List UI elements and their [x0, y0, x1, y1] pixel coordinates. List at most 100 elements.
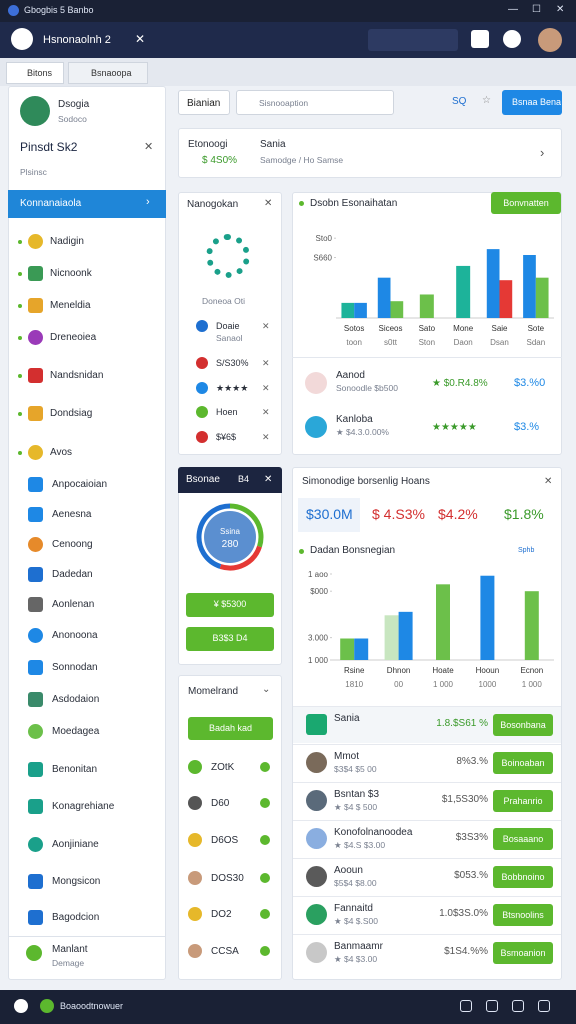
nav-item[interactable]: Dondsiag: [8, 402, 166, 426]
row-label: CCSA: [211, 946, 239, 957]
nav-item[interactable]: Cenoong: [8, 533, 166, 557]
icon: [11, 28, 33, 50]
y-tick-label: 1 aoo: [308, 570, 329, 579]
green-button[interactable]: Bobbnoino: [493, 866, 553, 888]
divider: [292, 357, 562, 358]
green-button[interactable]: ¥ $5300: [186, 593, 274, 617]
close-button[interactable]: ✕: [262, 407, 270, 417]
kpi-value: $1.8%: [504, 506, 544, 522]
nav-item[interactable]: Sonnodan: [8, 656, 166, 680]
window-control[interactable]: ✕: [556, 4, 565, 15]
dot: [299, 549, 304, 554]
green-button[interactable]: Bosaaano: [493, 828, 553, 850]
nav-icon: [28, 628, 43, 643]
green-button[interactable]: Bonvnatten: [491, 192, 561, 214]
search-box[interactable]: [368, 29, 458, 51]
nav-item[interactable]: Meneldia: [8, 294, 166, 318]
x-tick-label: Rsine: [344, 666, 365, 675]
icon-button[interactable]: [471, 30, 489, 48]
window-control[interactable]: ☐: [532, 4, 541, 15]
nav-label: Aonjiniane: [52, 839, 99, 850]
green-button[interactable]: Bosonbana: [493, 714, 553, 736]
nav-item[interactable]: Moedagea: [8, 720, 166, 744]
green-button[interactable]: Boinoaban: [493, 752, 553, 774]
nav-label: Meneldia: [50, 300, 91, 311]
x-sub-label: 1000: [479, 680, 497, 689]
close-button[interactable]: ✕: [264, 198, 273, 209]
icon: [260, 762, 270, 772]
x-tick-label: Siceos: [378, 324, 402, 333]
nav-icon: [28, 874, 43, 889]
row-label: Hoen: [216, 407, 238, 417]
icon: [196, 382, 208, 394]
nav-item[interactable]: Anpocaioian: [8, 473, 166, 497]
close-button[interactable]: ✕: [264, 474, 273, 485]
close-button[interactable]: ✕: [144, 141, 154, 153]
nav-item[interactable]: Nadigin: [8, 230, 166, 254]
green-button[interactable]: Badah kad: [188, 717, 273, 740]
tray-icon: [512, 1000, 524, 1012]
green-button[interactable]: B3$3 D4: [186, 627, 274, 651]
nav-item[interactable]: Aenesna: [8, 503, 166, 527]
nav-label: Asdodaion: [52, 694, 100, 705]
panel-title: Nanogokan: [187, 199, 239, 210]
nav-item[interactable]: Aonlenan: [8, 593, 166, 617]
nav-item[interactable]: Mongsicon: [8, 870, 166, 894]
close-button[interactable]: ✕: [544, 476, 553, 487]
row-value: $3.%: [514, 421, 540, 433]
panel-caption: Doneoa Oti: [202, 296, 245, 306]
nav-item[interactable]: Konagrehiane: [8, 795, 166, 819]
card-title: Simonodige borsenlig Hoans: [302, 476, 430, 487]
summary-sub: Samodge / Ho Samse: [260, 155, 344, 165]
nav-icon: [28, 537, 43, 552]
nav-label: Aenesna: [52, 509, 92, 520]
green-button[interactable]: Prahanrio: [493, 790, 553, 812]
close-button[interactable]: ✕: [262, 383, 270, 393]
icon: [26, 945, 42, 961]
row-sub: Sonoodle $b500: [336, 383, 398, 393]
window-control[interactable]: —: [508, 4, 518, 15]
nav-item[interactable]: Nicnoonk: [8, 262, 166, 286]
summary-title: Sania: [260, 139, 286, 150]
close-button[interactable]: ✕: [262, 321, 270, 331]
x-tick-label: Mone: [453, 324, 474, 333]
tab[interactable]: Bsnaoopa: [68, 62, 148, 84]
bar: [419, 294, 434, 318]
nav-item[interactable]: Anonoona: [8, 624, 166, 648]
nav-item[interactable]: Asdodaion: [8, 688, 166, 712]
bar: [340, 638, 355, 660]
nav-item[interactable]: Nandsnidan: [8, 364, 166, 388]
donut-segment: [229, 503, 264, 548]
nav-item[interactable]: Aonjiniane: [8, 833, 166, 857]
icon: [260, 873, 270, 883]
toolbar-button[interactable]: Bianian: [178, 90, 230, 115]
avatar: [306, 752, 327, 773]
close-button[interactable]: ✕: [135, 32, 146, 46]
profile-name: Dsogia: [58, 99, 90, 110]
close-button[interactable]: ✕: [262, 432, 270, 442]
icon: [260, 946, 270, 956]
nav-item-active[interactable]: Konnanaiaola ›: [8, 190, 166, 218]
row-value: 8%3.%: [456, 756, 488, 767]
icon-button[interactable]: [503, 30, 521, 48]
bar: [384, 615, 399, 660]
nav-item[interactable]: Benonitan: [8, 758, 166, 782]
icon: [260, 798, 270, 808]
nav-item[interactable]: Bagodcion: [8, 906, 166, 930]
bar: [535, 277, 549, 318]
search-field[interactable]: Sisnooaption: [236, 90, 394, 115]
x-sub-label: Sdan: [526, 338, 545, 347]
summary-title: Etonoogi: [188, 139, 228, 150]
tab[interactable]: Bitons: [6, 62, 64, 84]
close-button[interactable]: ✕: [262, 358, 270, 368]
nav-item[interactable]: Dadedan: [8, 563, 166, 587]
action-button[interactable]: Bsnaa Bena: [502, 90, 562, 115]
green-button[interactable]: Btsnoolins: [493, 904, 553, 926]
nav-item[interactable]: Dreneoiea: [8, 326, 166, 350]
bar: [436, 584, 450, 660]
kpi-box: [298, 498, 360, 532]
green-button[interactable]: Bsmoanion: [493, 942, 553, 964]
nav-item[interactable]: Avos: [8, 441, 166, 465]
row-sub: ★ $4 $ 500: [334, 802, 378, 812]
x-sub-label: toon: [346, 338, 362, 347]
